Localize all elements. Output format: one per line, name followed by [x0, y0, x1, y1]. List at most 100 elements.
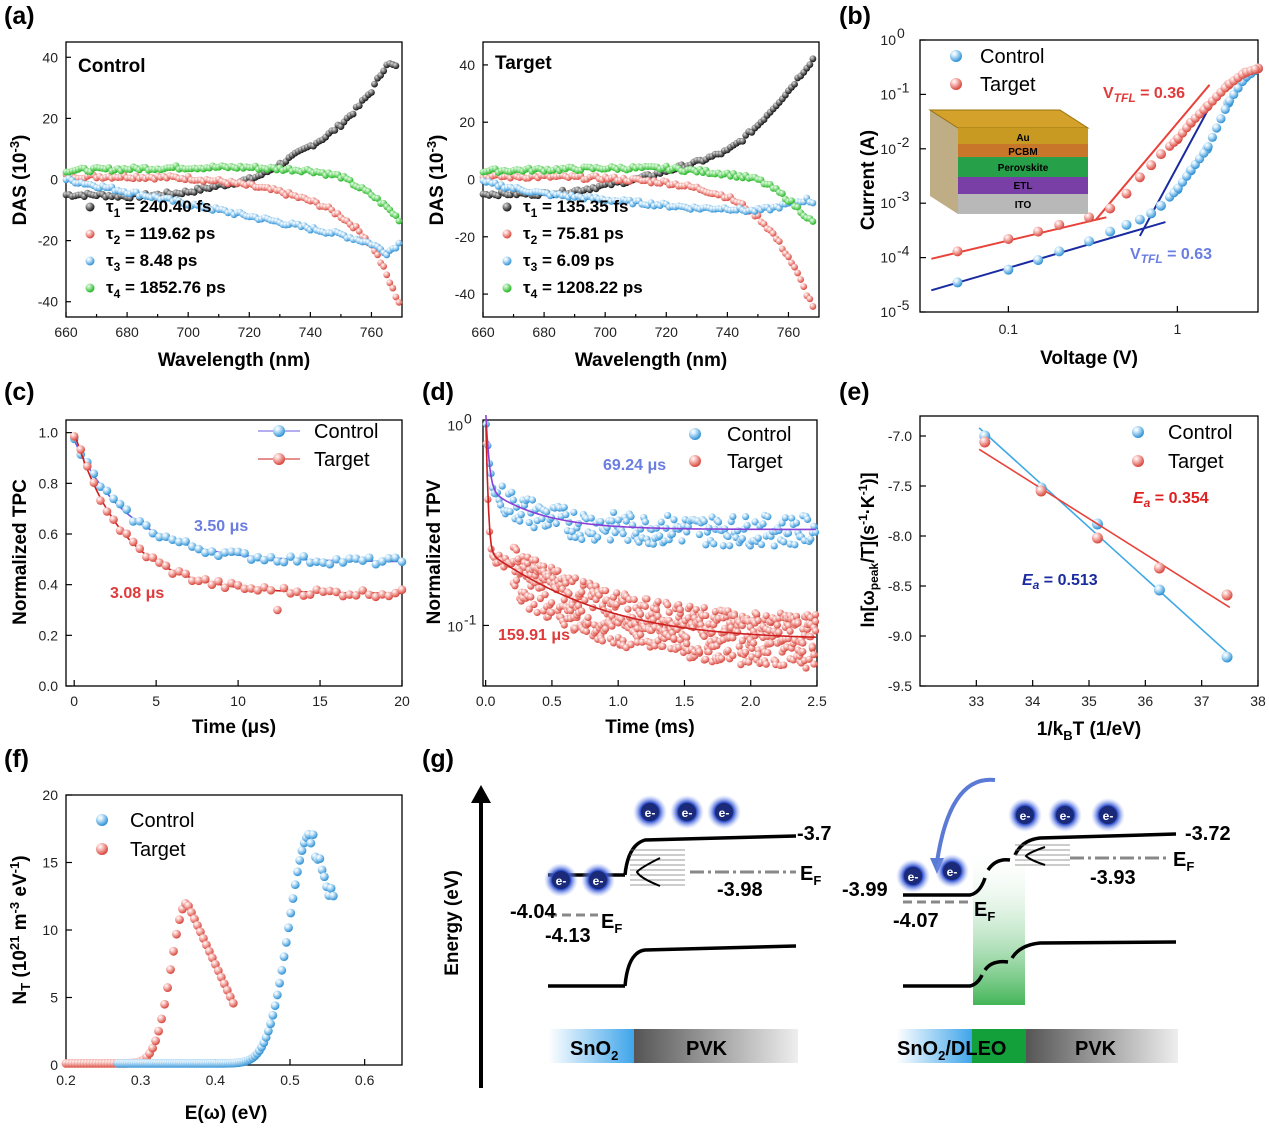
tick-label: 15 — [312, 693, 328, 709]
point-target — [169, 946, 178, 956]
tick-label: -20 — [455, 229, 475, 245]
point-control — [1054, 246, 1065, 257]
point-target — [554, 567, 562, 575]
bar-sno2-right — [896, 1029, 972, 1063]
tick-label: 10 — [447, 417, 463, 433]
tick-label: 38 — [1250, 693, 1266, 709]
point-target — [512, 546, 521, 554]
point-control — [741, 513, 750, 521]
point-target — [652, 605, 661, 614]
legend-marker-target — [1132, 455, 1144, 467]
legend-a-control: τ1 = 240.40 fs τ2 = 119.62 ps τ3 = 8.48 ps… — [85, 197, 226, 301]
electron — [589, 871, 607, 889]
tick-label: -9.0 — [888, 628, 912, 644]
tau-control-c: 3.50 μs — [194, 518, 248, 535]
point-target — [547, 608, 556, 617]
pvk-cb-left — [623, 834, 797, 876]
point-target — [292, 587, 302, 597]
tick-label: 740 — [716, 324, 740, 340]
tick-label: 720 — [238, 324, 262, 340]
fit-target — [978, 448, 1231, 609]
trap-lines-right — [1015, 844, 1070, 866]
point-control — [397, 557, 407, 567]
marks-e: 33 34 35 36 37 38 -9.5 -9.0 -8.5 -8.0 -7.5 -7.0 — [888, 427, 1266, 709]
point-target — [246, 584, 256, 593]
electron — [1099, 806, 1117, 824]
point-green — [794, 203, 802, 211]
point-target — [532, 556, 540, 564]
tick-label-exp: 0 — [464, 410, 472, 426]
point-target — [157, 1014, 166, 1024]
point-control — [325, 559, 335, 569]
point-control — [1212, 123, 1222, 133]
point-control — [220, 548, 230, 557]
point-target — [792, 612, 801, 620]
tick-label: -40 — [38, 294, 58, 310]
point-target — [148, 553, 158, 562]
xlabel-c: Time (μs) — [192, 717, 276, 738]
point-control — [1105, 226, 1116, 237]
dleo-interlayer — [973, 845, 1025, 1005]
point-target — [76, 445, 86, 454]
point-target — [351, 591, 361, 600]
point-control — [155, 532, 164, 542]
point-blue — [395, 239, 403, 247]
point-target — [109, 515, 118, 524]
level-pvk-ef-right: -3.93 — [1090, 867, 1136, 889]
point-target — [220, 583, 230, 593]
chart-a-target: 660 680 700 720 740 760 -40 -20 0 20 40 Target τ1 … — [424, 41, 820, 371]
point-target — [700, 604, 708, 612]
point-control — [664, 511, 672, 520]
chart-f: 0.2 0.3 0.4 0.5 0.6 0 5 10 15 20 Control Target N… — [7, 787, 403, 1124]
point-control — [619, 530, 627, 538]
tick-label: 40 — [459, 57, 475, 73]
tick-label: 40 — [42, 49, 58, 65]
xlabel-b: Voltage (V) — [1040, 348, 1138, 369]
point-target — [799, 647, 807, 656]
legend-control: Control — [130, 810, 194, 832]
point-control — [351, 554, 361, 563]
point-control — [710, 540, 718, 548]
tick-label: 0.5 — [542, 693, 562, 709]
stack-pcbm — [958, 144, 1088, 157]
point-target — [574, 602, 583, 610]
point-control — [781, 514, 789, 522]
point-target — [332, 587, 341, 597]
point-control — [952, 277, 963, 288]
legend-target: Target — [314, 449, 370, 471]
plot-frame — [919, 39, 1259, 313]
point-control — [714, 518, 723, 526]
point-control — [378, 557, 387, 566]
ylabel-b: Current (A) — [858, 130, 879, 230]
point-control — [609, 508, 618, 517]
point-control — [312, 557, 322, 566]
point-control — [695, 530, 704, 539]
point-target — [613, 589, 621, 597]
stack-label-perovskite: Perovskite — [998, 163, 1049, 174]
ylabel-a-target: DAS (10-3) — [424, 135, 448, 226]
point-control — [1153, 584, 1165, 596]
marks-c: 0 5 10 15 20 0.0 0.2 0.4 0.6 0.8 1.0 — [39, 425, 410, 709]
point-control — [332, 554, 341, 564]
legend-marker-control — [273, 425, 285, 437]
point-control — [326, 883, 336, 893]
ylabel-c: Normalized TPC — [10, 479, 31, 625]
point-target — [567, 606, 575, 615]
point-target — [511, 582, 519, 590]
xlabel-a-target: Wavelength (nm) — [575, 350, 727, 371]
point-control — [597, 518, 605, 526]
point-target — [780, 661, 788, 669]
tick-label: 700 — [177, 324, 201, 340]
tick-label: -8.0 — [888, 528, 912, 544]
legend-control: Control — [314, 421, 378, 443]
ylabel-d: Normalized TPV — [424, 479, 445, 624]
stack-label-au: Au — [1016, 133, 1029, 144]
tick-label: 35 — [1081, 693, 1097, 709]
tick-label: 33 — [969, 693, 985, 709]
point-red — [352, 223, 360, 230]
legend-marker-black — [502, 202, 512, 212]
